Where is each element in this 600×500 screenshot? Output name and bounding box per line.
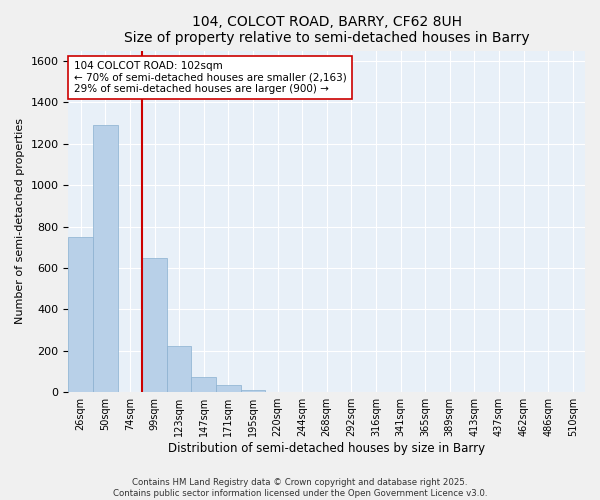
Bar [68,237,93,392]
Title: 104, COLCOT ROAD, BARRY, CF62 8UH
Size of property relative to semi-detached hou: 104, COLCOT ROAD, BARRY, CF62 8UH Size o… [124,15,530,45]
Bar [191,376,216,392]
Y-axis label: Number of semi-detached properties: Number of semi-detached properties [15,118,25,324]
Text: Contains HM Land Registry data © Crown copyright and database right 2025.
Contai: Contains HM Land Registry data © Crown c… [113,478,487,498]
Bar [93,125,118,392]
Bar [142,258,167,392]
Bar [216,385,241,392]
Bar [241,390,265,392]
X-axis label: Distribution of semi-detached houses by size in Barry: Distribution of semi-detached houses by … [168,442,485,455]
Bar [167,346,191,392]
Text: 104 COLCOT ROAD: 102sqm
← 70% of semi-detached houses are smaller (2,163)
29% of: 104 COLCOT ROAD: 102sqm ← 70% of semi-de… [74,61,346,94]
